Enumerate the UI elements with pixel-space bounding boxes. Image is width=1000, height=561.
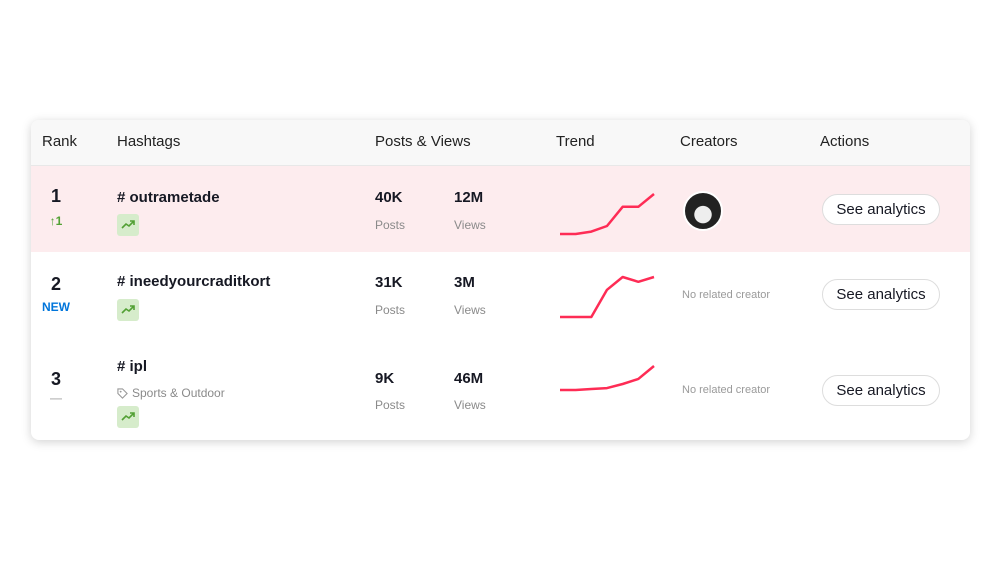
posts-count: 31K	[375, 274, 403, 291]
tag-icon	[117, 387, 128, 399]
table-row[interactable]: 1 ↑1 # outrametade 40K Posts 12M Views S…	[31, 166, 970, 252]
rank-change: —	[50, 391, 62, 405]
trend-line	[560, 365, 655, 392]
category-label: Sports & Outdoor	[132, 386, 225, 400]
rank-number: 1	[50, 186, 61, 206]
posts-label: Posts	[375, 218, 406, 232]
trending-up-icon	[117, 299, 139, 321]
col-posts-views: Posts & Views	[375, 133, 471, 150]
trend-sparkline	[560, 275, 655, 319]
table-row[interactable]: 2 NEW # ineedyourcraditkort 31K Posts 3M…	[31, 252, 970, 341]
see-analytics-button[interactable]: See analytics	[822, 279, 940, 310]
hashtag-link[interactable]: # outrametade	[117, 189, 220, 206]
posts-count: 40K	[375, 189, 403, 206]
posts-count: 9K	[375, 370, 395, 387]
views-count: 46M	[454, 370, 484, 387]
views-label: Views	[454, 303, 486, 317]
trend-line	[560, 275, 655, 319]
trend-sparkline	[560, 365, 655, 392]
category-tag[interactable]: Sports & Outdoor	[117, 386, 225, 400]
views-label: Views	[454, 398, 486, 412]
trend-line	[560, 193, 655, 236]
col-creators: Creators	[680, 133, 738, 150]
posts-label: Posts	[375, 303, 406, 317]
views-label: Views	[454, 218, 486, 232]
views-count: 12M	[454, 189, 484, 206]
hashtag-link[interactable]: # ineedyourcraditkort	[117, 273, 271, 290]
trending-hashtags-table: Rank Hashtags Posts & Views Trend Creato…	[31, 120, 970, 440]
hashtag-link[interactable]: # ipl	[117, 358, 148, 375]
col-hashtags: Hashtags	[117, 133, 181, 150]
rank-change: NEW	[42, 300, 70, 314]
see-analytics-button[interactable]: See analytics	[822, 194, 940, 225]
rank-number: 2	[50, 274, 61, 294]
trend-sparkline	[560, 193, 655, 236]
table-header: Rank Hashtags Posts & Views Trend Creato…	[31, 120, 970, 166]
posts-label: Posts	[375, 398, 406, 412]
rank-change: ↑1	[49, 214, 63, 228]
col-actions: Actions	[820, 133, 870, 150]
creator-avatar[interactable]	[683, 191, 723, 231]
col-trend: Trend	[556, 133, 595, 150]
rank-number: 3	[50, 369, 61, 389]
col-rank: Rank	[42, 133, 78, 150]
trending-up-icon	[117, 406, 139, 428]
see-analytics-button[interactable]: See analytics	[822, 375, 940, 406]
no-creator-text: No related creator	[682, 289, 771, 301]
no-creator-text: No related creator	[682, 384, 771, 396]
table-row[interactable]: 3 — # ipl Sports & Outdoor 9K Posts 46M …	[31, 341, 970, 440]
trending-up-icon	[117, 214, 139, 236]
views-count: 3M	[454, 274, 475, 291]
